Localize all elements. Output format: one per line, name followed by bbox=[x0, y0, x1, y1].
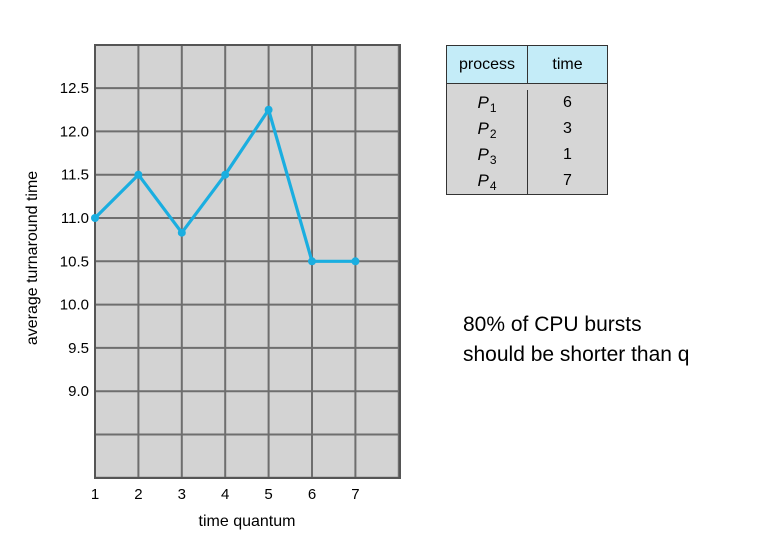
x-tick-label: 2 bbox=[134, 486, 142, 503]
x-tick-label: 1 bbox=[91, 486, 99, 503]
y-tick-label: 10.0 bbox=[60, 297, 89, 314]
x-tick-label: 5 bbox=[264, 486, 272, 503]
y-tick-label: 9.0 bbox=[68, 383, 89, 400]
table-cell-time: 6 bbox=[563, 94, 572, 111]
data-point bbox=[221, 170, 230, 179]
grid-lines bbox=[94, 44, 401, 479]
data-point bbox=[351, 257, 360, 266]
y-tick-label: 10.5 bbox=[60, 253, 89, 270]
table-cell-time: 7 bbox=[563, 172, 572, 189]
tick-labels: 12.5 12.0 11.5 11.0 10.5 10.0 9.5 9.0 1 2 3 4 5 6 7 bbox=[60, 80, 360, 503]
header-process: process bbox=[447, 46, 528, 83]
x-axis-title: time quantum bbox=[199, 513, 296, 530]
x-tick-label: 3 bbox=[178, 486, 186, 503]
y-axis-title: average turnaround time bbox=[24, 171, 41, 345]
x-tick-label: 7 bbox=[351, 486, 359, 503]
table-header: process time bbox=[447, 46, 607, 84]
burst-note: 80% of CPU bursts should be shorter than… bbox=[463, 313, 690, 366]
table-cell-time: 3 bbox=[563, 120, 572, 137]
y-tick-label: 12.0 bbox=[60, 123, 89, 140]
data-point bbox=[264, 105, 273, 114]
plot-frame bbox=[94, 44, 401, 479]
y-tick-label: 9.5 bbox=[68, 340, 89, 357]
header-time: time bbox=[552, 55, 583, 73]
y-tick-label: 12.5 bbox=[60, 80, 89, 97]
data-point bbox=[91, 214, 99, 222]
y-tick-label: 11.5 bbox=[61, 167, 89, 184]
y-tick-label: 11.0 bbox=[61, 210, 89, 227]
series-line bbox=[91, 105, 360, 266]
time-column: 6 3 1 7 bbox=[528, 90, 607, 194]
data-point bbox=[308, 257, 316, 266]
table-cell-time: 1 bbox=[563, 146, 572, 163]
x-tick-label: 6 bbox=[308, 486, 316, 503]
data-point bbox=[177, 228, 186, 237]
data-point bbox=[134, 170, 143, 179]
x-tick-label: 4 bbox=[221, 486, 229, 503]
